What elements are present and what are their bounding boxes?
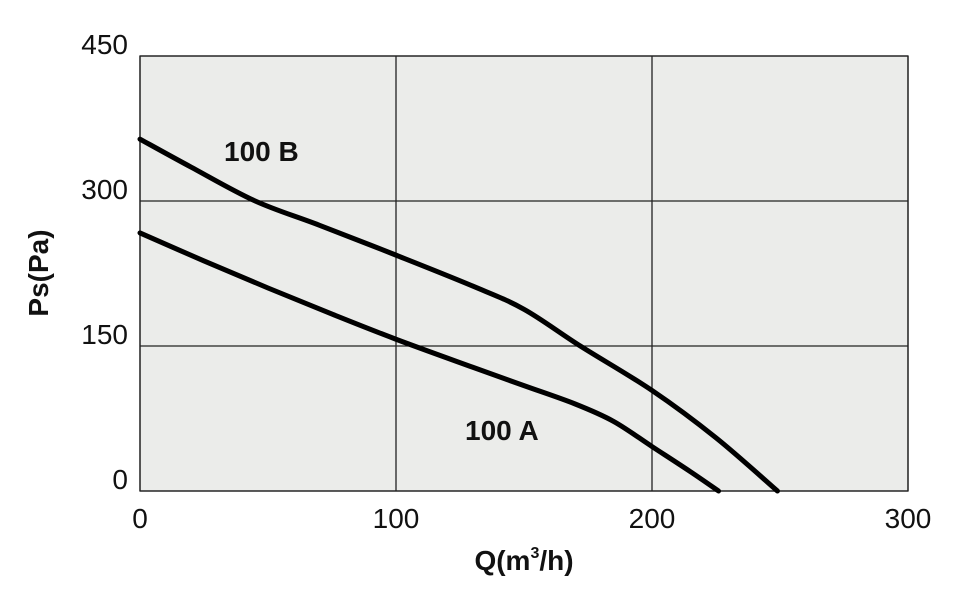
- x-axis-label: Q(m3/h): [474, 545, 573, 576]
- y-tick-label: 450: [81, 29, 128, 60]
- series-label-100-a: 100 A: [465, 415, 539, 446]
- y-tick-label: 0: [112, 464, 128, 495]
- grid: [139, 55, 909, 492]
- series-line-100-b: [137, 136, 780, 494]
- x-tick-label: 200: [629, 503, 676, 534]
- y-axis-label: Ps(Pa): [23, 229, 54, 316]
- series-lines: [137, 136, 780, 494]
- tick-labels: 0 100 200 300 0 150 300 450: [81, 29, 931, 534]
- x-tick-label: 0: [132, 503, 148, 534]
- y-tick-label: 300: [81, 174, 128, 205]
- series-label-100-b: 100 B: [224, 136, 299, 167]
- x-tick-label: 100: [373, 503, 420, 534]
- y-tick-label: 150: [81, 319, 128, 350]
- x-tick-label: 300: [885, 503, 932, 534]
- plot-area: [139, 55, 909, 492]
- series-line-100-a: [137, 230, 722, 494]
